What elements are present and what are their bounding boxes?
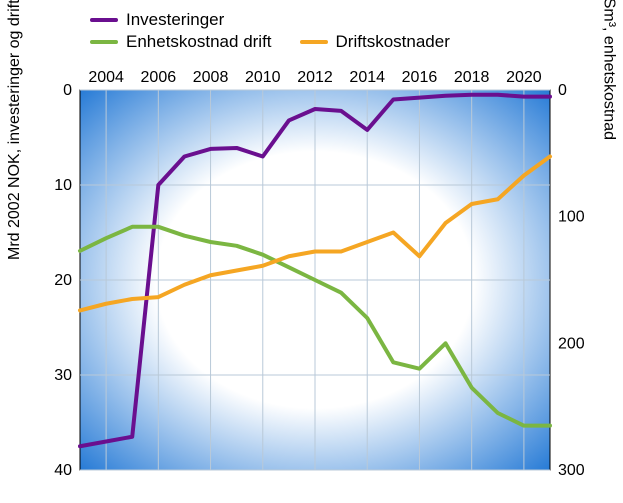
legend-item-enhetskostnad: Enhetskostnad drift (90, 32, 272, 52)
chart-container: Investeringer Enhetskostnad drift Drifts… (0, 0, 623, 503)
legend: Investeringer Enhetskostnad drift Drifts… (90, 10, 450, 54)
swatch-enhetskostnad (90, 40, 118, 44)
svg-text:2016: 2016 (402, 69, 438, 86)
svg-text:2020: 2020 (506, 69, 542, 86)
svg-text:20: 20 (54, 272, 72, 289)
legend-label-enhetskostnad: Enhetskostnad drift (126, 32, 272, 52)
svg-text:2008: 2008 (193, 69, 229, 86)
svg-text:2012: 2012 (297, 69, 333, 86)
legend-item-investeringer: Investeringer (90, 10, 224, 30)
svg-text:300: 300 (558, 462, 585, 479)
legend-label-driftskostnader: Driftskostnader (336, 32, 450, 52)
y-right-axis-label: NOK/Sm³, enhetskostnad (599, 0, 617, 140)
svg-text:2010: 2010 (245, 69, 281, 86)
svg-text:2014: 2014 (349, 69, 385, 86)
swatch-driftskostnader (300, 40, 328, 44)
swatch-investeringer (90, 18, 118, 22)
svg-text:200: 200 (558, 335, 585, 352)
legend-item-driftskostnader: Driftskostnader (300, 32, 450, 52)
svg-text:0: 0 (558, 82, 567, 99)
svg-text:30: 30 (54, 367, 72, 384)
svg-text:2018: 2018 (454, 69, 490, 86)
legend-label-investeringer: Investeringer (126, 10, 224, 30)
y-left-axis-label: Mrd 2002 NOK, investeringer og driftskos… (6, 0, 24, 260)
svg-text:100: 100 (558, 209, 585, 226)
svg-text:0: 0 (63, 82, 72, 99)
svg-text:40: 40 (54, 462, 72, 479)
svg-text:10: 10 (54, 177, 72, 194)
chart-svg: 200420062008201020122014201620182020 010… (0, 0, 623, 503)
svg-text:2004: 2004 (88, 69, 124, 86)
svg-text:2006: 2006 (141, 69, 177, 86)
